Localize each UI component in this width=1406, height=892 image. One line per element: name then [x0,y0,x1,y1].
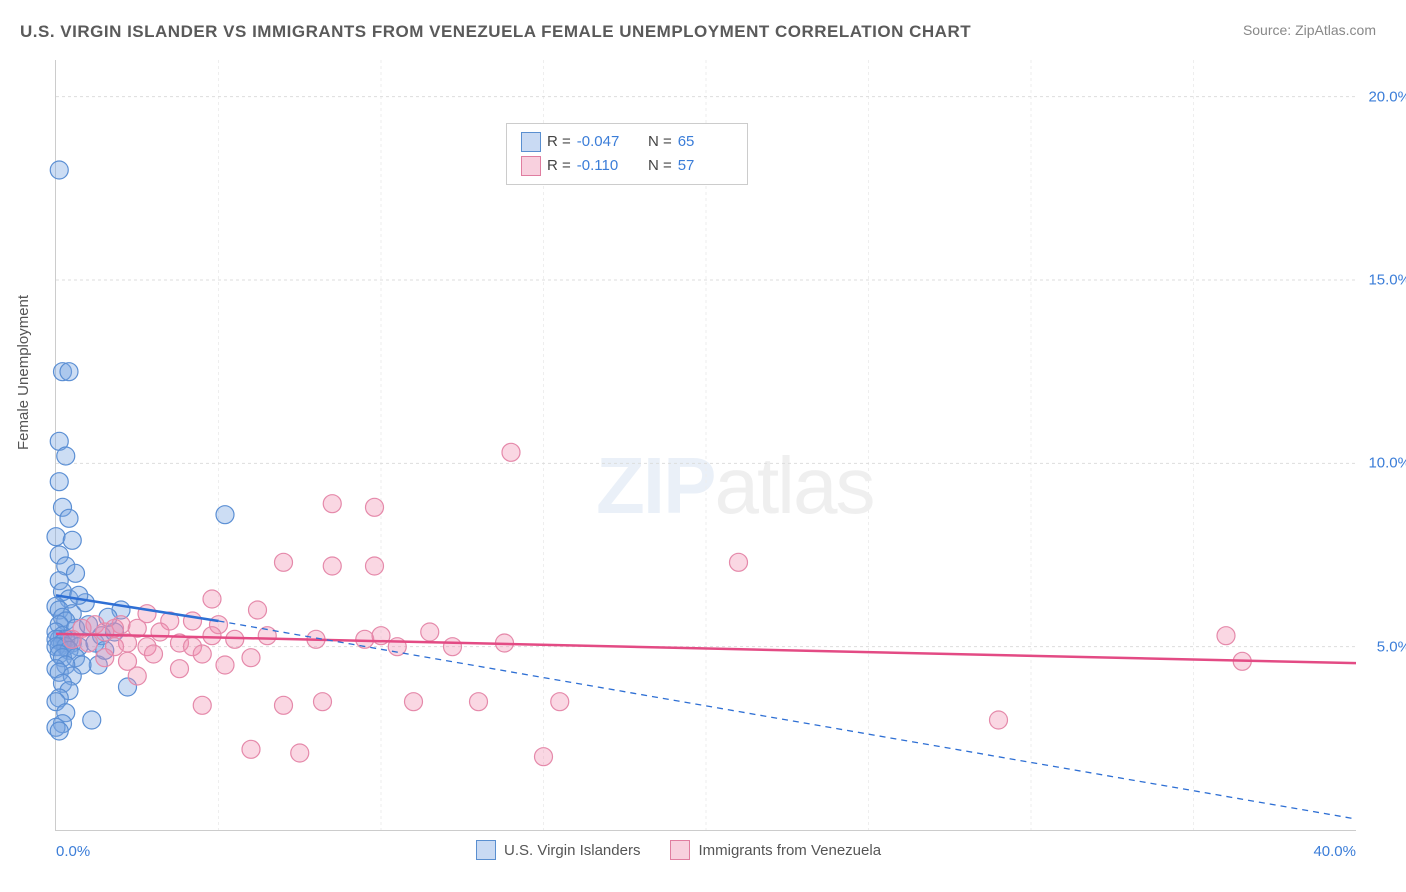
stats-row-blue: R = -0.047 N = 65 [521,130,733,154]
n-label: N = [648,130,672,154]
y-axis-label: Female Unemployment [15,295,32,450]
legend-bottom: U.S. Virgin Islanders Immigrants from Ve… [476,840,881,860]
chart-plot-area: ZIPatlas 5.0%10.0%15.0%20.0% 0.0%40.0% R… [55,60,1356,831]
legend-label-blue: U.S. Virgin Islanders [504,842,640,859]
r-label: R = [547,130,571,154]
n-value-pink: 57 [678,154,733,178]
legend-item-blue: U.S. Virgin Islanders [476,840,640,860]
y-tick-label: 15.0% [1361,272,1406,289]
stats-row-pink: R = -0.110 N = 57 [521,154,733,178]
x-tick-label: 40.0% [1313,843,1356,860]
chart-title: U.S. VIRGIN ISLANDER VS IMMIGRANTS FROM … [20,22,971,42]
y-tick-label: 20.0% [1361,88,1406,105]
n-value-blue: 65 [678,130,733,154]
y-tick-label: 10.0% [1361,455,1406,472]
n-label: N = [648,154,672,178]
source-prefix: Source: [1243,22,1295,38]
source-credit: Source: ZipAtlas.com [1243,22,1376,38]
source-link[interactable]: ZipAtlas.com [1295,22,1376,38]
y-tick-label: 5.0% [1361,638,1406,655]
x-tick-label: 0.0% [56,843,90,860]
swatch-blue [521,132,541,152]
r-value-pink: -0.110 [577,154,632,178]
r-value-blue: -0.047 [577,130,632,154]
legend-label-pink: Immigrants from Venezuela [698,842,881,859]
swatch-pink [521,156,541,176]
r-label: R = [547,154,571,178]
stats-legend-box: R = -0.047 N = 65 R = -0.110 N = 57 [506,123,748,185]
legend-item-pink: Immigrants from Venezuela [670,840,881,860]
swatch-pink [670,840,690,860]
swatch-blue [476,840,496,860]
